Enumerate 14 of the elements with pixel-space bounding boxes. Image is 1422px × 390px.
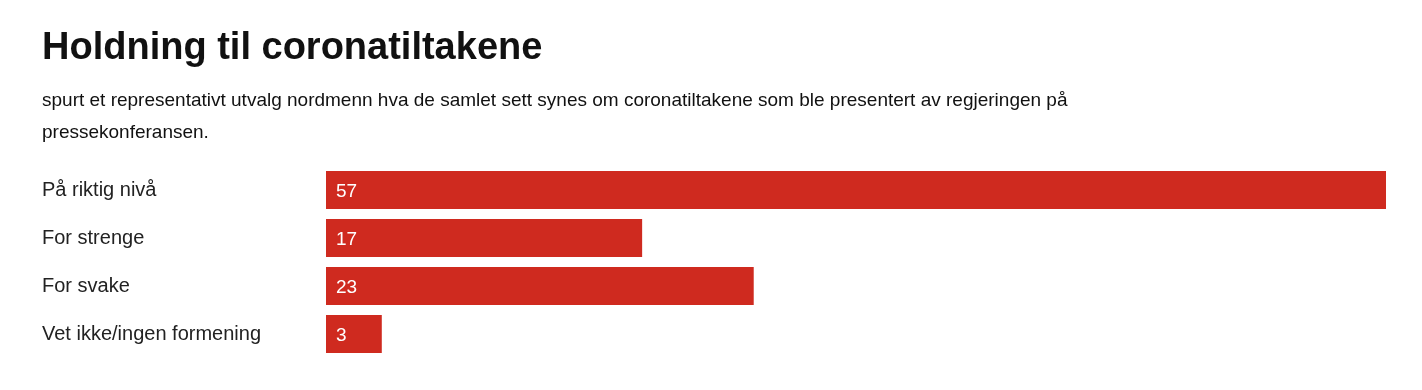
y-tick-label: På riktig nivå [42, 178, 158, 200]
bar [326, 171, 1386, 209]
chart-subtitle: spurt et representativt utvalg nordmenn hva de samlet sett synes om coronatiltakene som ble presentert av regjeringen på pressekonferansen. [42, 88, 1069, 144]
y-tick-label: For svake [42, 274, 130, 296]
data-label: 17 [336, 227, 358, 249]
bar [326, 315, 382, 353]
y-tick-label: Vet ikke/ingen formening [42, 322, 262, 344]
data-label: 57 [336, 179, 358, 201]
chart-title: Holdning til coronatiltakene [42, 24, 544, 69]
bar [326, 267, 754, 305]
bar [326, 219, 643, 257]
data-label: 23 [336, 275, 358, 297]
data-label: 3 [336, 323, 347, 345]
y-tick-label: For strenge [42, 226, 145, 248]
